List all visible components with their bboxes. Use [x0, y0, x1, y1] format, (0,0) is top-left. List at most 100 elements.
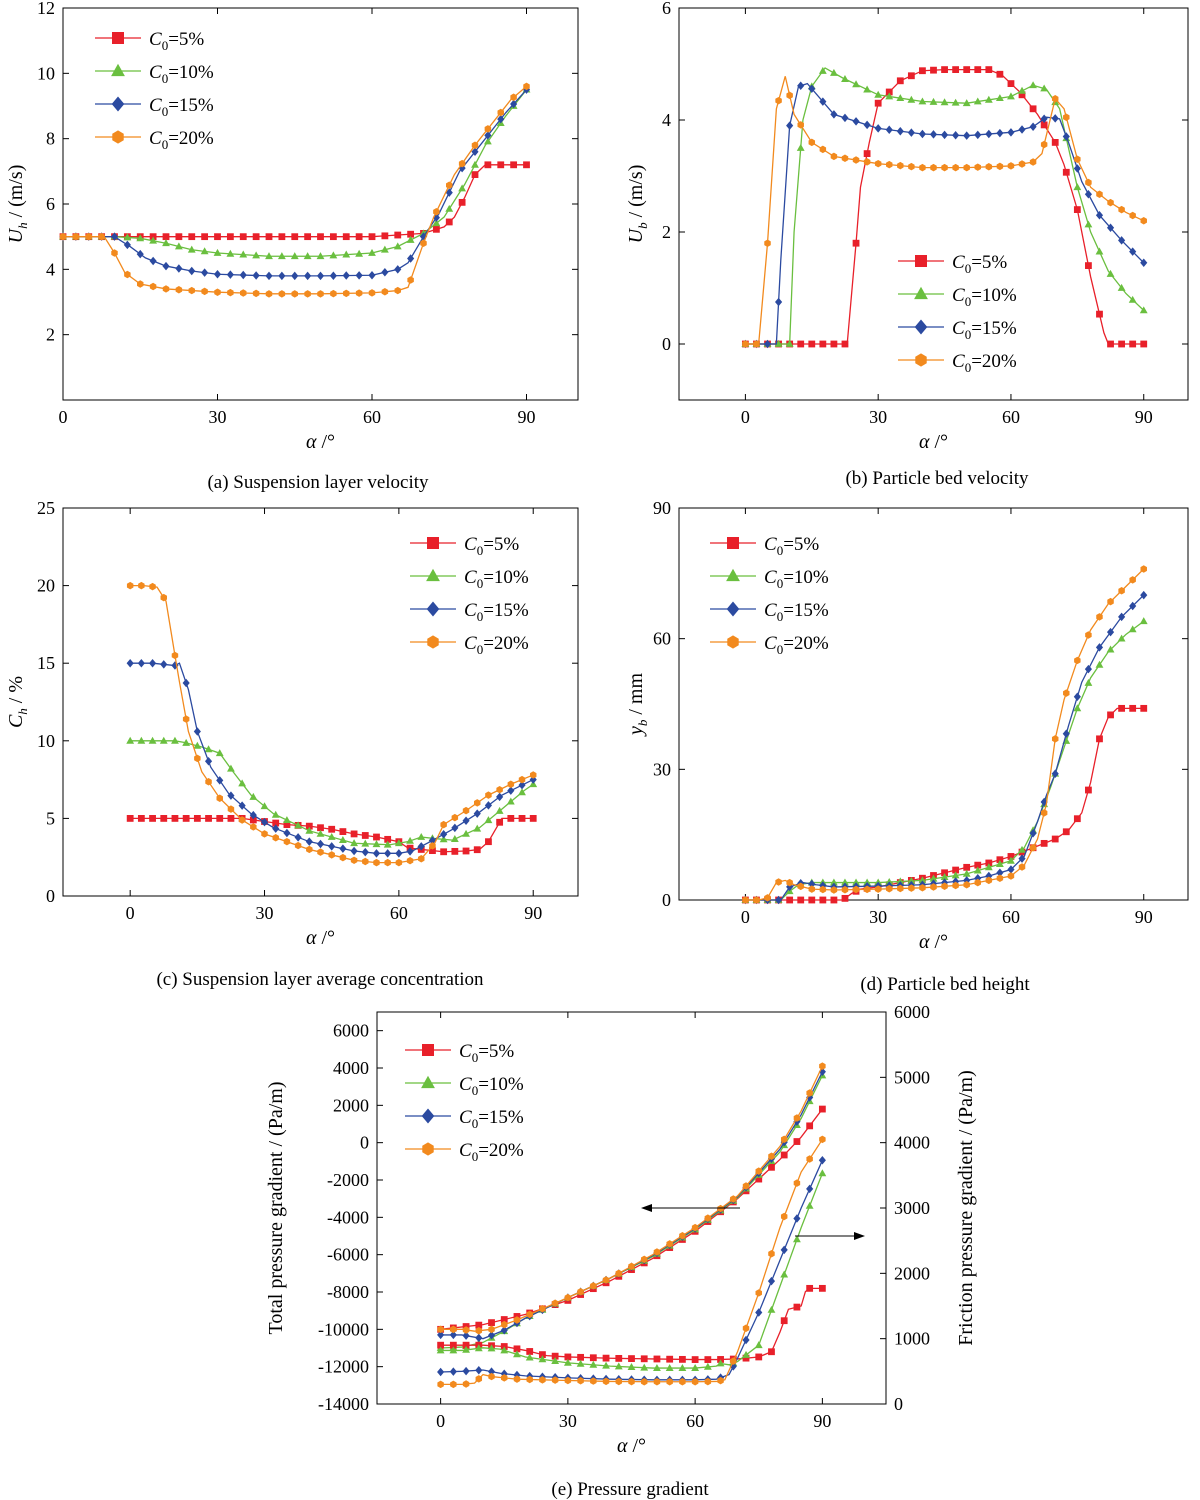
data-point	[458, 159, 466, 168]
data-point	[808, 138, 816, 147]
data-point	[1018, 160, 1026, 168]
data-point	[329, 233, 337, 241]
data-point	[1129, 704, 1137, 712]
data-point	[162, 285, 170, 293]
y-tick-label: 2	[46, 325, 55, 345]
data-point	[985, 129, 993, 139]
data-point	[885, 877, 894, 885]
data-point	[513, 1345, 521, 1353]
data-point	[529, 771, 537, 779]
data-point	[437, 1341, 445, 1349]
data-point	[304, 233, 312, 241]
data-point	[1129, 211, 1136, 220]
data-point	[462, 1326, 470, 1334]
data-point	[1040, 121, 1048, 129]
data-point	[384, 849, 392, 858]
data-point	[342, 250, 351, 258]
data-point	[483, 137, 492, 145]
data-point	[450, 835, 459, 842]
data-point	[1051, 769, 1059, 778]
data-point	[1106, 269, 1115, 277]
data-point	[1073, 164, 1081, 173]
data-point	[852, 878, 860, 886]
data-point	[952, 66, 960, 73]
data-point	[1051, 835, 1059, 843]
data-point	[339, 844, 347, 853]
data-point	[796, 143, 805, 151]
data-point	[1073, 206, 1081, 213]
data-point	[523, 82, 530, 91]
data-point	[806, 1184, 814, 1194]
data-point	[1051, 114, 1059, 123]
data-point	[819, 896, 827, 904]
series-line	[130, 584, 534, 864]
data-point	[126, 581, 134, 590]
data-point	[930, 883, 937, 891]
data-point	[445, 188, 453, 197]
data-point	[171, 736, 179, 744]
series-line	[63, 85, 527, 295]
data-point	[602, 1276, 610, 1284]
data-point	[1096, 310, 1103, 318]
data-point	[564, 1376, 572, 1385]
data-point	[174, 242, 183, 250]
y-tick-label: 30	[653, 759, 671, 779]
data-point	[175, 264, 183, 273]
data-point	[1018, 86, 1026, 94]
data-point	[941, 163, 948, 172]
data-point	[1018, 125, 1026, 134]
data-point	[138, 581, 145, 590]
legend-label: C0=10%	[459, 1074, 524, 1098]
data-point	[614, 1362, 623, 1370]
data-point	[691, 1363, 700, 1371]
data-point	[162, 239, 170, 247]
data-point	[717, 1376, 724, 1385]
data-point	[428, 836, 437, 845]
data-point	[819, 1135, 826, 1144]
data-point	[239, 250, 248, 258]
data-point	[426, 568, 440, 582]
x-axis-label: α /°	[919, 431, 948, 453]
data-point	[407, 276, 414, 284]
x-tick-label: 0	[741, 407, 750, 427]
data-point	[330, 289, 337, 298]
x-tick-label: 30	[256, 903, 274, 923]
data-point	[830, 886, 838, 894]
y-right-tick-label: 1000	[894, 1329, 930, 1349]
data-point	[551, 1356, 560, 1364]
y-tick-label: 10	[37, 63, 55, 83]
data-point	[852, 156, 860, 164]
data-point	[429, 847, 436, 855]
data-point	[175, 233, 183, 241]
data-point	[226, 249, 235, 257]
data-point	[863, 150, 871, 157]
data-point	[852, 239, 860, 247]
data-point	[473, 846, 481, 854]
data-point	[283, 821, 291, 829]
data-point	[808, 896, 816, 904]
data-point	[1073, 692, 1081, 701]
data-point	[755, 1175, 763, 1183]
data-point	[484, 131, 492, 140]
data-point	[368, 233, 376, 241]
data-point	[919, 163, 926, 172]
data-point	[653, 1363, 661, 1371]
data-point	[780, 1151, 788, 1159]
data-point	[1073, 704, 1082, 712]
data-point	[305, 837, 313, 846]
data-point	[918, 129, 927, 139]
data-point	[420, 239, 427, 247]
data-point	[471, 141, 479, 149]
y-tick-label: 25	[37, 498, 55, 518]
data-point	[819, 97, 827, 106]
data-point	[214, 233, 221, 241]
x-tick-label: 60	[1002, 407, 1020, 427]
y-tick-label: 60	[653, 629, 671, 649]
x-tick-label: 0	[741, 907, 750, 927]
data-point	[451, 823, 459, 833]
data-point	[653, 1378, 661, 1386]
legend-label: C0=15%	[464, 600, 529, 624]
legend-label: C0=5%	[764, 534, 819, 558]
data-point	[406, 847, 414, 856]
data-point	[440, 829, 448, 839]
